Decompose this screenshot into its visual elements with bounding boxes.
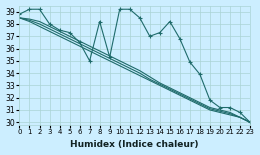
X-axis label: Humidex (Indice chaleur): Humidex (Indice chaleur) <box>70 140 199 149</box>
